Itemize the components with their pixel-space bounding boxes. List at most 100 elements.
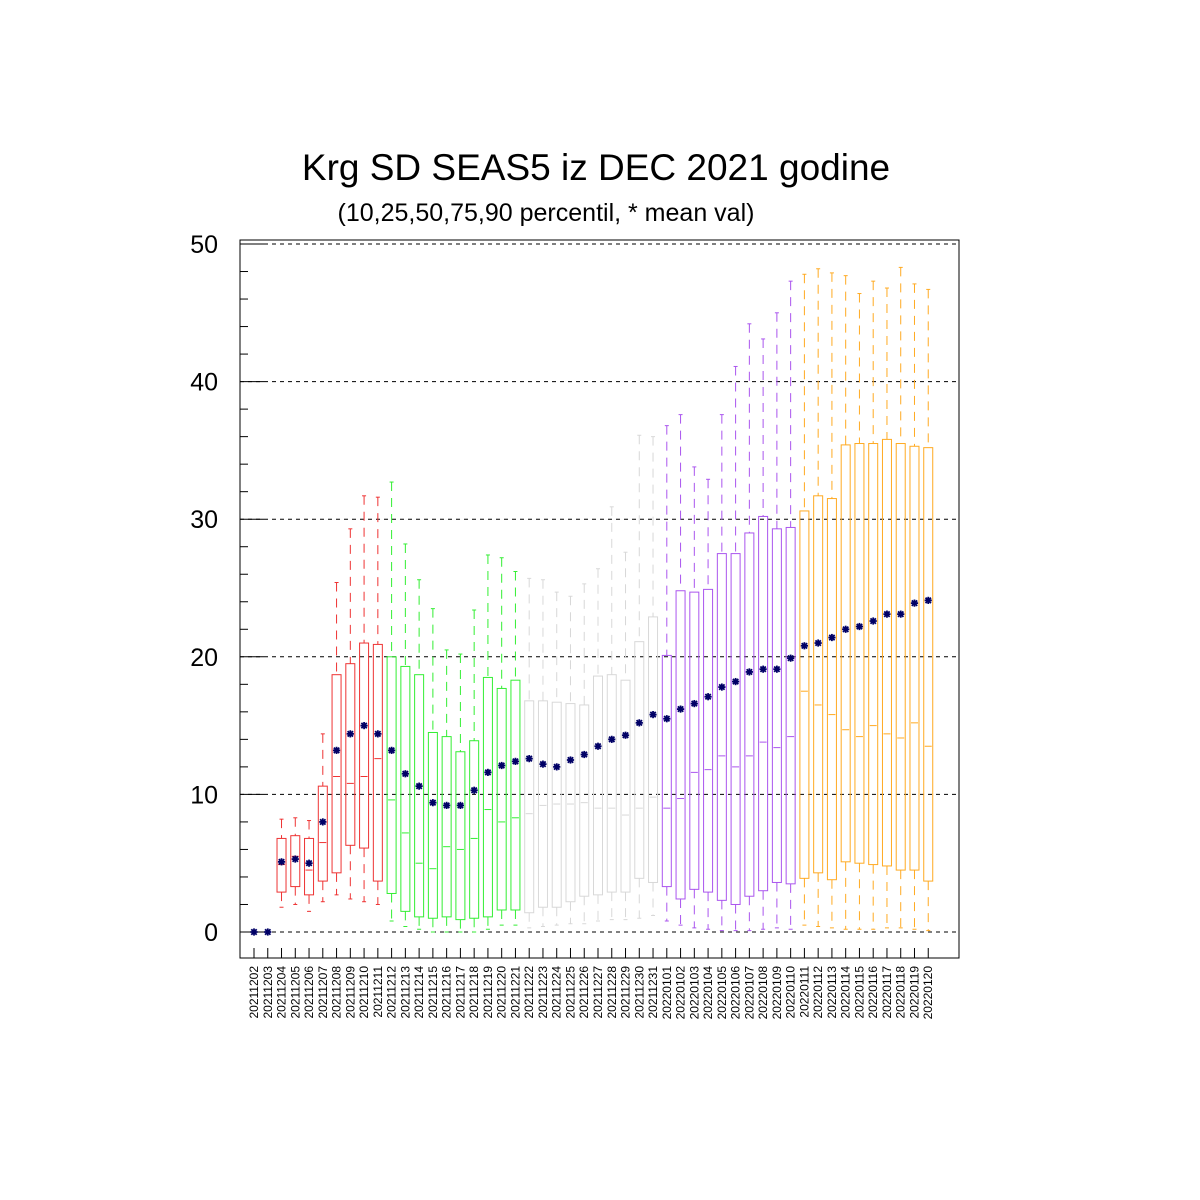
y-tick-label: 0: [204, 919, 218, 947]
iqr-box: [620, 679, 631, 893]
iqr-box: [496, 687, 507, 911]
box-group: [620, 551, 631, 921]
y-tick-label: 10: [190, 781, 218, 809]
mean-marker: [360, 722, 368, 730]
box-group: [840, 275, 851, 930]
mean-marker-stroke: [608, 736, 616, 743]
mean-marker: [401, 770, 409, 778]
iqr-box: [359, 642, 370, 849]
box-group: [744, 323, 755, 932]
x-tick-label: 20211223: [536, 966, 550, 1019]
mean-marker-stroke: [388, 747, 395, 754]
x-tick-label: 20211211: [371, 966, 385, 1018]
iqr-box: [771, 528, 782, 883]
box-group: [304, 820, 315, 912]
iqr-box: [675, 590, 686, 900]
mean-marker: [580, 750, 588, 759]
mean-marker-stroke: [553, 763, 561, 771]
mean-marker: [332, 746, 341, 754]
x-tick-label: 20211218: [467, 966, 481, 1019]
mean-marker-stroke: [842, 625, 850, 633]
mean-marker-stroke: [264, 928, 272, 936]
mean-marker: [745, 668, 753, 676]
box-series: [276, 266, 934, 933]
box-group: [826, 272, 837, 929]
mean-marker-stroke: [732, 678, 739, 685]
plot-frame: [239, 239, 960, 959]
x-tick-label: 20211216: [440, 966, 454, 1019]
iqr-box: [372, 643, 383, 882]
mean-marker: [498, 761, 506, 770]
iqr-box: [469, 740, 480, 919]
x-tick-label: 20211225: [563, 966, 577, 1019]
iqr-box: [923, 447, 934, 882]
mean-marker: [663, 715, 671, 723]
iqr-box: [304, 837, 315, 896]
box-group: [716, 414, 727, 932]
box-group: [579, 583, 590, 925]
y-tick-label: 40: [190, 369, 218, 397]
x-tick-label: 20220104: [701, 966, 715, 1020]
iqr-box: [317, 785, 328, 882]
box-group: [689, 466, 700, 929]
box-group: [868, 280, 879, 930]
box-group: [593, 568, 603, 922]
mean-marker: [470, 786, 478, 794]
mean-marker-stroke: [580, 751, 588, 758]
mean-marker-stroke: [787, 654, 794, 662]
iqr-box: [799, 510, 810, 879]
mean-marker-stroke: [746, 668, 753, 676]
mean-marker-stroke: [801, 642, 808, 650]
mean-marker-stroke: [911, 599, 918, 607]
mean-marker: [718, 683, 726, 691]
x-tick-label: 20220110: [784, 966, 798, 1019]
mean-marker-stroke: [690, 700, 698, 707]
mean-marker-stroke: [897, 610, 905, 618]
iqr-box: [537, 700, 548, 908]
mean-marker: [553, 763, 561, 771]
x-tick-label: 20220103: [687, 966, 701, 1020]
mean-marker: [842, 625, 850, 633]
x-tick-label: 20220109: [770, 966, 784, 1020]
box-group: [909, 283, 920, 930]
box-group: [551, 591, 562, 926]
mean-marker-stroke: [759, 665, 767, 673]
mean-marker: [690, 699, 698, 708]
iqr-box: [606, 674, 617, 893]
iqr-box: [826, 498, 837, 881]
x-tick-label: 20211203: [261, 966, 275, 1019]
mean-marker: [910, 599, 919, 607]
mean-marker: [594, 742, 602, 750]
x-tick-label: 20211202: [247, 966, 261, 1019]
iqr-box: [455, 751, 466, 921]
iqr-box: [813, 495, 824, 874]
iqr-box: [579, 704, 590, 897]
mean-marker-stroke: [649, 711, 657, 718]
iqr-box: [400, 665, 411, 912]
mean-marker-stroke: [924, 597, 932, 604]
x-tick-label: 20211210: [357, 966, 371, 1019]
iqr-box: [895, 443, 906, 871]
x-tick-label: 20220119: [907, 966, 921, 1019]
mean-marker: [443, 801, 451, 810]
box-group: [469, 609, 480, 933]
x-tick-label: 20211213: [398, 966, 412, 1019]
mean-marker-stroke: [319, 818, 327, 826]
mean-marker-stroke: [360, 722, 368, 729]
iqr-box: [290, 835, 301, 888]
mean-marker-stroke: [291, 855, 299, 863]
x-tick-label: 20211212: [385, 966, 399, 1019]
box-group: [813, 268, 824, 927]
iqr-box: [758, 515, 769, 892]
box-group: [537, 579, 548, 927]
iqr-box: [661, 654, 672, 888]
mean-marker: [277, 858, 286, 866]
x-tick-label: 20220107: [742, 966, 756, 1020]
x-tick-label: 20220111: [797, 966, 811, 1018]
iqr-box: [634, 641, 645, 879]
box-group: [496, 557, 507, 926]
x-tick-label: 20211209: [343, 966, 357, 1019]
box-group: [758, 338, 769, 930]
box-group: [895, 266, 906, 929]
x-tick-label: 20220116: [866, 966, 880, 1019]
